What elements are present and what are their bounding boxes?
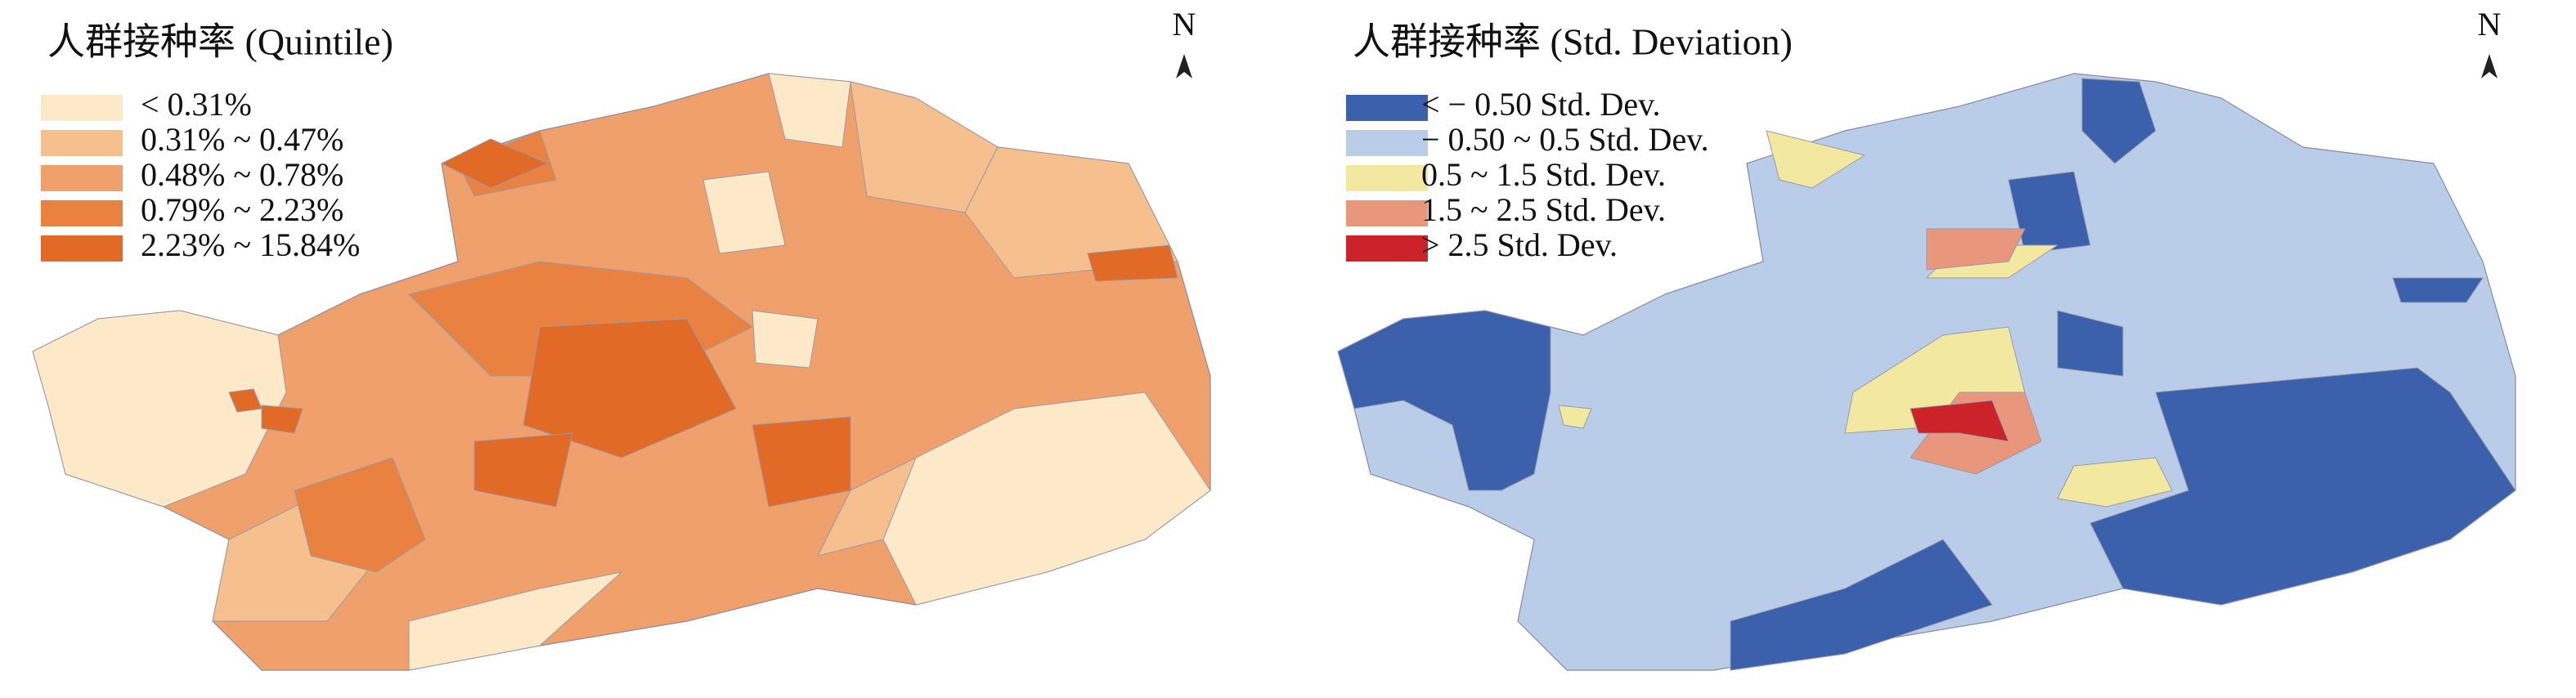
map-title: 人群接种率 (Quintile) [47, 21, 393, 63]
region [2057, 310, 2124, 377]
region [1730, 539, 1993, 671]
map-panel: 人群接种率 (Quintile) N < 0.31%0.31% ~ 0.47%0.4… [32, 6, 1211, 671]
region [752, 416, 851, 508]
map-shapes [32, 73, 1211, 671]
region [2081, 78, 2156, 164]
legend-label: 2.23% ~ 15.84% [141, 226, 360, 263]
map-shapes [1337, 73, 2516, 671]
map-panel: 人群接种率 (Std. Deviation) N < − 0.50 Std. Dev… [1337, 6, 2516, 671]
region [2392, 277, 2484, 303]
region [2057, 457, 2173, 508]
region [817, 457, 917, 557]
region [441, 138, 549, 189]
legend-swatch [1346, 165, 1428, 191]
legend-swatch [41, 165, 123, 191]
legend-label: 0.79% ~ 2.23% [141, 191, 343, 228]
map-title: 人群接种率 (Std. Deviation) [1353, 21, 1793, 63]
region [1926, 228, 2026, 271]
legend-swatch [1346, 130, 1428, 156]
region [1337, 310, 1551, 491]
region [473, 432, 573, 508]
north-arrow [2481, 54, 2497, 78]
legend-label: < 0.31% [141, 86, 252, 123]
legend-label: < − 0.50 Std. Dev. [1421, 86, 1661, 123]
legend-label: > 2.5 Std. Dev. [1421, 226, 1618, 263]
legend-swatch [41, 235, 123, 262]
legend-label: 1.5 ~ 2.5 Std. Dev. [1421, 191, 1666, 228]
north-label: N [2478, 6, 2502, 43]
legend-label: 0.48% ~ 0.78% [141, 156, 343, 193]
region [294, 457, 426, 573]
legend-label: − 0.50 ~ 0.5 Std. Dev. [1421, 121, 1709, 158]
region [1558, 405, 1592, 429]
legend-label: 0.5 ~ 1.5 Std. Dev. [1421, 156, 1666, 193]
region [1766, 130, 1865, 189]
legend-swatch [41, 200, 123, 226]
region [408, 571, 622, 671]
region [523, 318, 737, 459]
region [702, 171, 786, 254]
region [752, 310, 819, 369]
legend-swatch [1346, 95, 1428, 121]
north-label: N [1173, 6, 1196, 43]
region [1087, 244, 1178, 282]
region [850, 81, 999, 213]
legend-label: 0.31% ~ 0.47% [141, 121, 343, 158]
north-arrow [1176, 54, 1192, 78]
region [261, 405, 303, 434]
legend-swatch [1346, 200, 1428, 226]
legend-swatch [41, 130, 123, 156]
region [768, 73, 851, 148]
region [1910, 400, 2009, 442]
region [882, 392, 1211, 606]
region [2089, 367, 2516, 606]
legend-swatch [1346, 235, 1428, 262]
region [32, 310, 287, 508]
legend-swatch [41, 95, 123, 121]
